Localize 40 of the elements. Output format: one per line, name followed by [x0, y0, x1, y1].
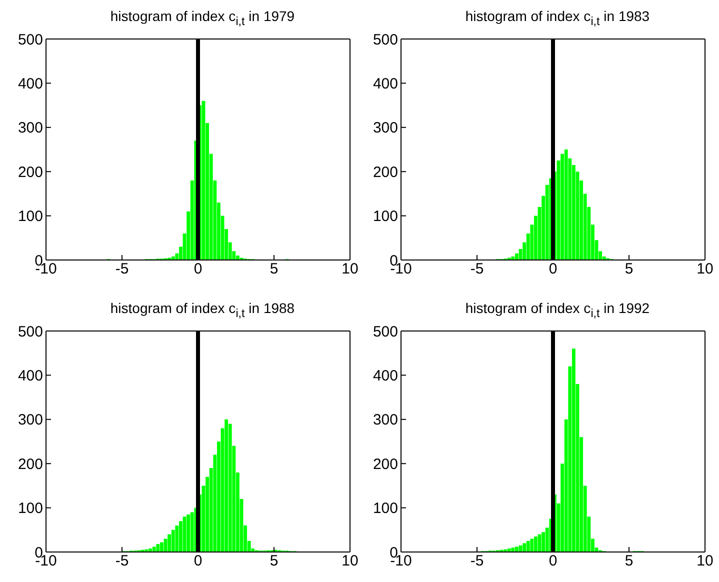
y-tick-label: 200: [18, 456, 43, 473]
x-tick-label: -5: [470, 260, 484, 278]
x-tick-label: -5: [470, 552, 484, 570]
y-tick-label: 400: [372, 76, 398, 93]
x-tick-label: 0: [548, 260, 558, 278]
y-tick-label: 200: [372, 456, 398, 473]
chart-title: histogram of index c$_{i,t}$ in 1988: [109, 300, 296, 322]
y-tick-label: 300: [372, 412, 398, 429]
chart-title: histogram of index c$_{i,t}$ in 1979: [109, 8, 296, 30]
y-tick-label: 500: [372, 31, 398, 48]
x-tick-label: 0: [194, 260, 202, 278]
y-tick-label: 200: [372, 164, 398, 181]
x-tick-label: -5: [115, 260, 129, 278]
y-tick-label: 500: [372, 323, 398, 340]
y-tick-label: 100: [18, 208, 43, 226]
y-tick-label: 300: [18, 412, 43, 429]
x-tick-label: 0: [194, 552, 202, 570]
y-tick-label: 400: [372, 368, 398, 385]
chart-title: histogram of index c$_{i,t}$ in 1983: [464, 8, 651, 30]
y-tick-label: 200: [18, 164, 43, 181]
y-tick-label: 100: [372, 500, 398, 518]
y-tick-label: 400: [18, 76, 43, 93]
y-tick-label: 300: [372, 120, 398, 137]
x-tick-label: 0: [548, 552, 558, 570]
x-tick-label: 10: [696, 552, 714, 570]
x-tick-label: -5: [115, 552, 129, 570]
y-tick-label: 100: [18, 500, 43, 518]
chart-title: histogram of index c$_{i,t}$ in 1992: [464, 300, 651, 322]
y-tick-label: 100: [372, 208, 398, 226]
x-tick-label: 10: [342, 260, 358, 278]
x-tick-label: 5: [624, 552, 634, 570]
x-tick-label: 5: [624, 260, 634, 278]
y-tick-label: 300: [18, 120, 43, 137]
y-tick-label: 400: [18, 368, 43, 385]
x-tick-label: 5: [270, 260, 278, 278]
y-tick-label: 500: [18, 31, 43, 48]
x-tick-label: 5: [270, 552, 278, 570]
x-tick-label: 10: [342, 552, 358, 570]
x-tick-label: 10: [696, 260, 714, 278]
y-tick-label: 500: [18, 323, 43, 340]
